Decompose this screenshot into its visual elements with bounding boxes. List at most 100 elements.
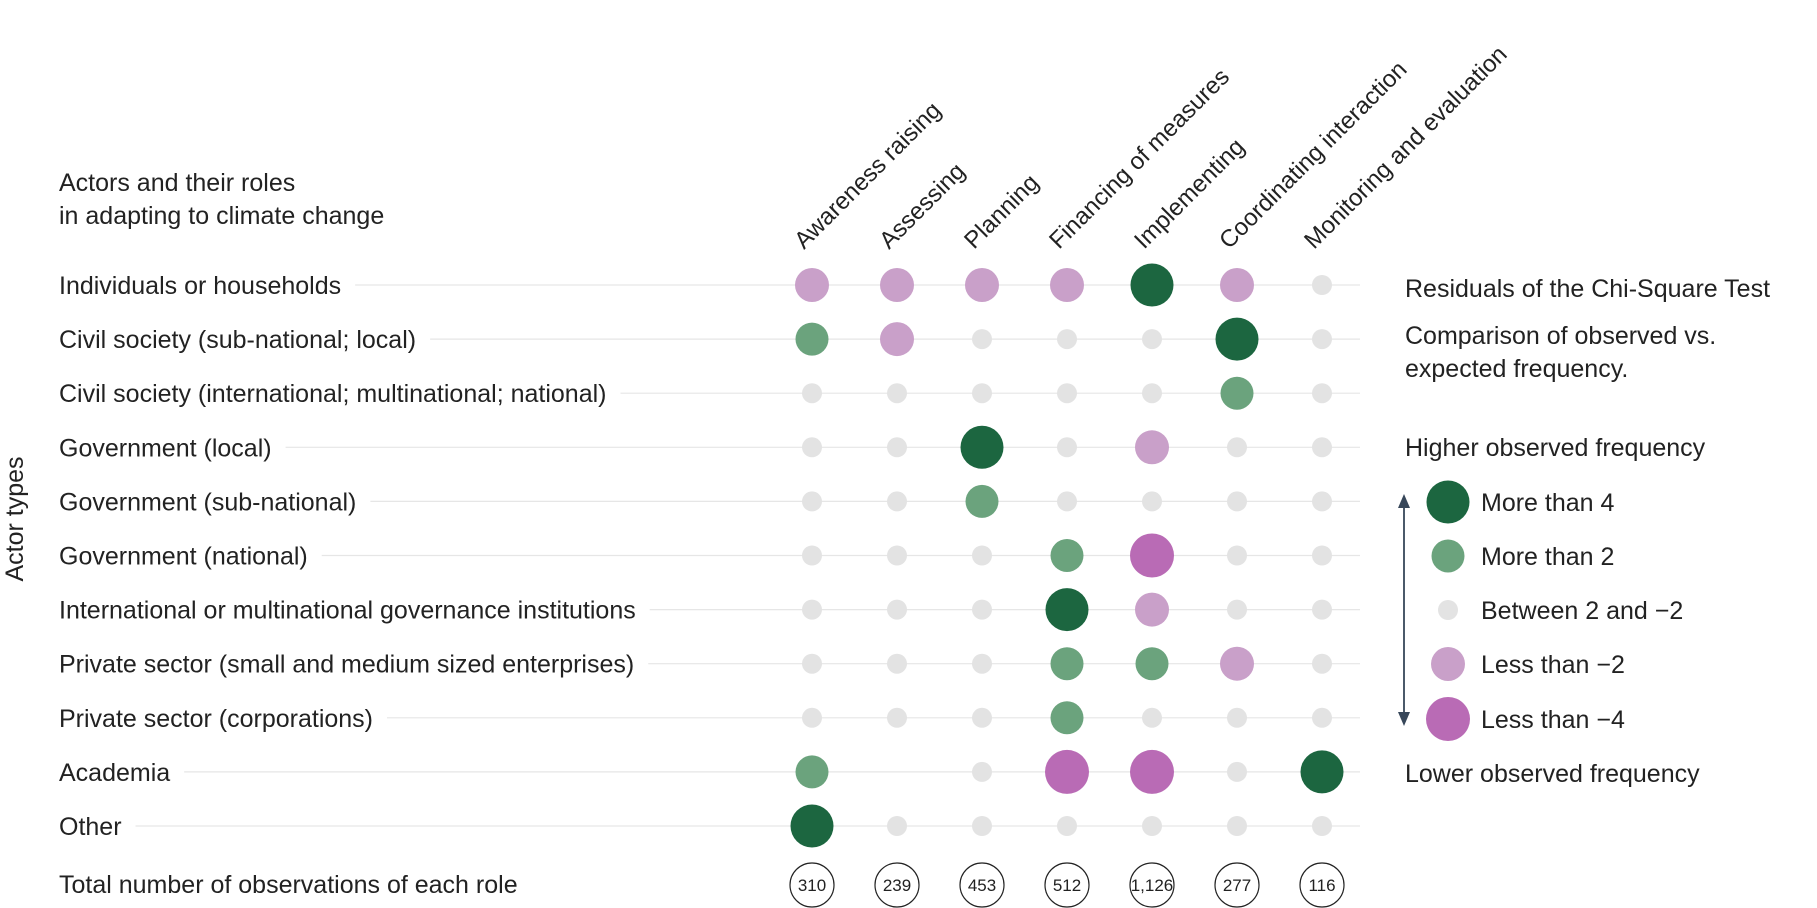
total-value-awareness-raising: 310 xyxy=(798,876,826,895)
bubble-international-or-multinational-governance-institutions-financing-of-measures xyxy=(1045,588,1089,632)
bubble-other-implementing xyxy=(1142,816,1162,836)
total-circle-monitoring-and-evaluation xyxy=(1299,862,1345,908)
totals-row: Total number of observations of each rol… xyxy=(59,862,1345,908)
bubble-international-or-multinational-governance-institutions-assessing xyxy=(887,599,907,620)
bubble-cells xyxy=(790,263,1344,848)
total-value-assessing: 239 xyxy=(883,876,911,895)
bubble-government-national-implementing xyxy=(1130,533,1174,578)
bubble-international-or-multinational-governance-institutions-coordinating-interaction xyxy=(1227,599,1247,620)
bubble-private-sector-small-and-medium-sized-enterprises-implementing xyxy=(1135,647,1169,681)
bubble-private-sector-corporations-financing-of-measures xyxy=(1050,701,1084,735)
bubble-international-or-multinational-governance-institutions-monitoring-and-evaluation xyxy=(1312,599,1332,620)
bubble-academia-implementing xyxy=(1130,749,1174,794)
total-circle-assessing xyxy=(874,862,920,908)
row-label-private-sector-small-and-medium-sized-enterprises: Private sector (small and medium sized e… xyxy=(59,651,634,679)
bubble-civil-society-international-multinational-national-awareness-raising xyxy=(802,383,822,404)
bubble-private-sector-corporations-implementing xyxy=(1142,707,1162,728)
total-value-monitoring-and-evaluation: 116 xyxy=(1308,876,1335,895)
bubble-government-local-coordinating-interaction xyxy=(1227,437,1247,458)
legend-bubble-gt2 xyxy=(1431,539,1465,573)
legend-bubble-mid xyxy=(1438,600,1458,620)
bubble-civil-society-sub-national-local-coordinating-interaction xyxy=(1215,317,1259,361)
row-label-civil-society-international-multinational-national: Civil society (international; multinatio… xyxy=(59,380,607,408)
bubble-individuals-or-households-implementing xyxy=(1130,263,1174,307)
legend-title: Residuals of the Chi-Square Test xyxy=(1405,275,1770,303)
bubble-government-national-coordinating-interaction xyxy=(1227,545,1247,566)
row-label-civil-society-sub-national-local: Civil society (sub-national; local) xyxy=(59,326,416,354)
total-circle-implementing xyxy=(1129,862,1175,908)
bubble-civil-society-international-multinational-national-planning xyxy=(972,383,992,404)
bubble-other-financing-of-measures xyxy=(1057,816,1077,836)
bubble-civil-society-international-multinational-national-implementing xyxy=(1142,383,1162,404)
row-labels: Individuals or households Civil society (… xyxy=(59,272,636,841)
bubble-private-sector-small-and-medium-sized-enterprises-financing-of-measures xyxy=(1050,647,1084,681)
bubble-other-coordinating-interaction xyxy=(1227,816,1247,836)
bubble-private-sector-corporations-awareness-raising xyxy=(802,707,822,728)
bubble-civil-society-sub-national-local-planning xyxy=(972,329,992,350)
bubble-academia-planning xyxy=(972,761,992,782)
chart-title-line-1: Actors and their roles xyxy=(59,169,295,197)
bubble-other-assessing xyxy=(887,816,907,836)
legend-label-gt2: More than 2 xyxy=(1481,543,1614,571)
bubble-civil-society-international-multinational-national-financing-of-measures xyxy=(1057,383,1077,404)
bubble-government-national-financing-of-measures xyxy=(1050,539,1084,572)
row-label-individuals-or-households: Individuals or households xyxy=(59,272,341,300)
bubble-private-sector-small-and-medium-sized-enterprises-assessing xyxy=(887,653,907,674)
bubble-government-sub-national-implementing xyxy=(1142,491,1162,512)
row-label-government-sub-national: Government (sub-national) xyxy=(59,488,356,516)
total-circle-planning xyxy=(959,862,1005,908)
row-label-academia: Academia xyxy=(59,759,170,787)
bubble-government-national-awareness-raising xyxy=(802,545,822,566)
bubble-private-sector-corporations-planning xyxy=(972,707,992,728)
bubble-private-sector-corporations-coordinating-interaction xyxy=(1227,707,1247,728)
bubble-civil-society-sub-national-local-implementing xyxy=(1142,329,1162,350)
bubble-academia-financing-of-measures xyxy=(1045,749,1089,794)
row-guide-lines xyxy=(135,284,1360,827)
legend-bubble-lt-2 xyxy=(1431,647,1465,681)
bubble-government-sub-national-planning xyxy=(965,484,999,518)
legend-bubble-lt-4 xyxy=(1426,697,1470,741)
bubble-government-sub-national-financing-of-measures xyxy=(1057,491,1077,512)
bubble-government-national-assessing xyxy=(887,545,907,566)
row-label-international-or-multinational-governance-institutions: International or multinational governanc… xyxy=(59,597,636,625)
bubble-international-or-multinational-governance-institutions-implementing xyxy=(1135,592,1169,627)
bubble-government-national-planning xyxy=(972,545,992,566)
bubble-private-sector-corporations-monitoring-and-evaluation xyxy=(1312,707,1332,728)
bubble-private-sector-small-and-medium-sized-enterprises-planning xyxy=(972,653,992,674)
bubble-civil-society-sub-national-local-monitoring-and-evaluation xyxy=(1312,329,1332,350)
bubble-government-sub-national-assessing xyxy=(887,491,907,512)
bubble-other-planning xyxy=(972,816,992,836)
column-label-awareness-raising: Awareness raising xyxy=(789,97,946,254)
total-value-financing-of-measures: 512 xyxy=(1053,876,1081,895)
bubble-other-awareness-raising xyxy=(790,804,834,848)
bubble-individuals-or-households-coordinating-interaction xyxy=(1220,268,1254,302)
legend-arrow xyxy=(1398,494,1410,726)
bubble-individuals-or-households-monitoring-and-evaluation xyxy=(1312,275,1332,295)
total-circle-awareness-raising xyxy=(789,862,835,908)
total-circle-coordinating-interaction xyxy=(1214,862,1260,908)
bubble-government-local-monitoring-and-evaluation xyxy=(1312,437,1332,458)
totals-label: Total number of observations of each rol… xyxy=(59,871,518,899)
bubble-academia-awareness-raising xyxy=(795,755,829,789)
bubble-government-local-planning xyxy=(960,425,1004,469)
column-label-planning: Planning xyxy=(959,169,1044,254)
legend-label-lt-2: Less than −2 xyxy=(1481,651,1625,679)
bubble-private-sector-small-and-medium-sized-enterprises-coordinating-interaction xyxy=(1220,646,1254,681)
bubble-international-or-multinational-governance-institutions-awareness-raising xyxy=(802,599,822,620)
total-value-planning: 453 xyxy=(968,876,996,895)
bubble-government-sub-national-awareness-raising xyxy=(802,491,822,512)
bubble-academia-monitoring-and-evaluation xyxy=(1300,750,1344,794)
bubble-civil-society-sub-national-local-financing-of-measures xyxy=(1057,329,1077,350)
bubble-civil-society-international-multinational-national-assessing xyxy=(887,383,907,404)
bubble-government-local-awareness-raising xyxy=(802,437,822,458)
bubble-civil-society-international-multinational-national-coordinating-interaction xyxy=(1220,376,1254,410)
bubble-government-national-monitoring-and-evaluation xyxy=(1312,545,1332,566)
bubble-private-sector-corporations-assessing xyxy=(887,707,907,728)
row-label-government-local: Government (local) xyxy=(59,434,272,462)
bubble-other-monitoring-and-evaluation xyxy=(1312,816,1332,836)
bubble-individuals-or-households-assessing xyxy=(880,268,914,302)
bubble-academia-coordinating-interaction xyxy=(1227,761,1247,782)
legend-bubble-gt4 xyxy=(1426,480,1470,524)
bubble-international-or-multinational-governance-institutions-planning xyxy=(972,599,992,620)
